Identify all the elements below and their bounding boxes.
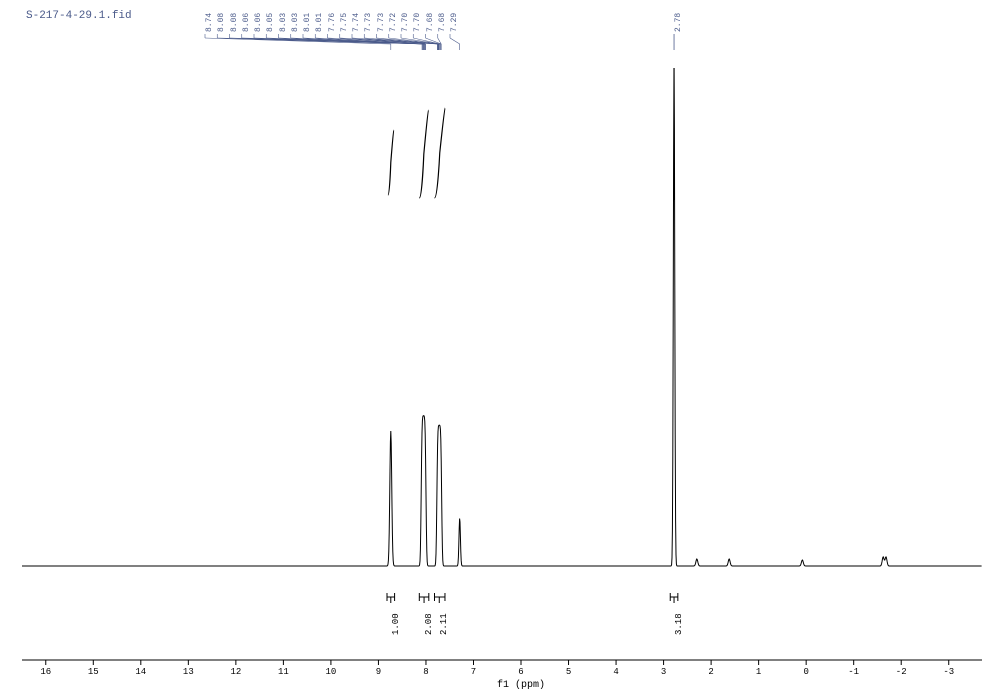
peak-label: 7.68 [438,13,447,32]
axis-tick: 8 [423,667,428,677]
peak-label: 8.06 [254,13,263,32]
peak-label: 7.73 [377,13,386,32]
peak-label: 7.29 [450,13,459,32]
peak-label: 7.70 [413,13,422,32]
axis-tick: 11 [278,667,289,677]
peak-label: 8.08 [217,13,226,32]
spectrum-canvas [0,0,1000,697]
integral-label: 2.08 [424,613,434,635]
peak-label: 2.78 [674,13,683,32]
axis-tick: 13 [183,667,194,677]
axis-tick: 5 [566,667,571,677]
peak-label: 8.01 [303,13,312,32]
axis-tick: 14 [135,667,146,677]
axis-tick: 7 [471,667,476,677]
peak-label: 8.01 [315,13,324,32]
axis-tick: 1 [756,667,761,677]
peak-label: 7.74 [352,13,361,32]
axis-tick: 9 [376,667,381,677]
axis-tick: 6 [518,667,523,677]
axis-tick: 15 [88,667,99,677]
peak-label: 7.70 [401,13,410,32]
axis-tick: 2 [708,667,713,677]
axis-tick: 12 [230,667,241,677]
peak-label: 7.76 [328,13,337,32]
axis-tick: 10 [326,667,337,677]
peak-label: 8.03 [279,13,288,32]
peak-label: 7.68 [426,13,435,32]
peak-label: 8.05 [266,13,275,32]
peak-label: 8.74 [205,13,214,32]
axis-tick: 3 [661,667,666,677]
axis-tick: 16 [40,667,51,677]
peak-label: 8.08 [230,13,239,32]
nmr-spectrum-root: S-217-4-29.1.fid 8.748.088.088.068.068.0… [0,0,1000,697]
peak-label: 7.72 [389,13,398,32]
axis-title: f1 (ppm) [497,680,545,691]
integral-label: 3.18 [674,613,684,635]
integral-label: 2.11 [439,613,449,635]
axis-tick: 4 [613,667,618,677]
peak-label: 8.06 [242,13,251,32]
peak-label: 7.73 [364,13,373,32]
axis-tick: -1 [848,667,859,677]
axis-tick: -3 [943,667,954,677]
axis-tick: 0 [803,667,808,677]
peak-label: 7.75 [340,13,349,32]
peak-label: 8.03 [291,13,300,32]
integral-label: 1.00 [391,613,401,635]
axis-tick: -2 [896,667,907,677]
